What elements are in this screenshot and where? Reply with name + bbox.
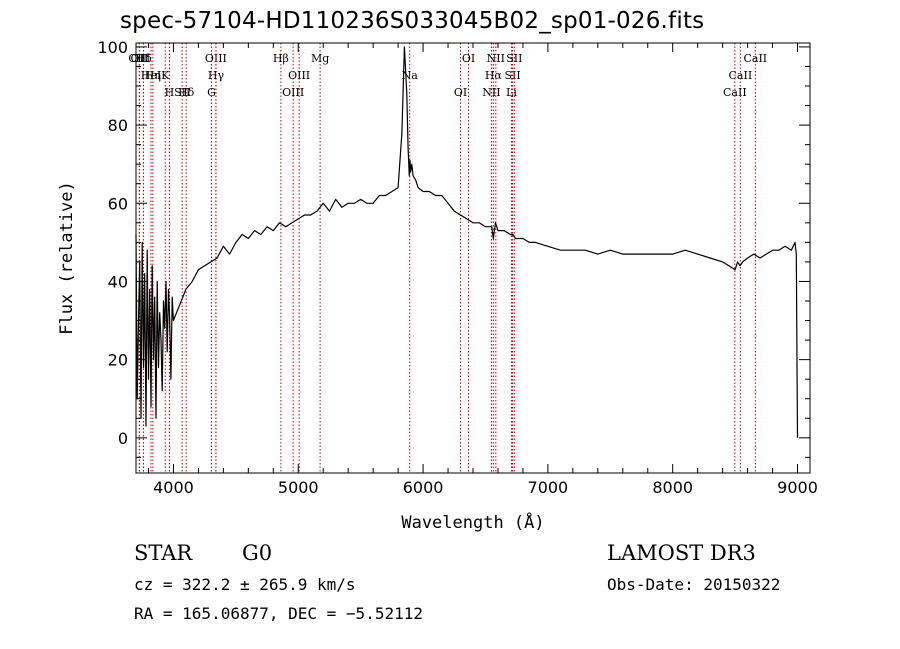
redshift-velocity: cz = 322.2 ± 265.9 km/s — [134, 575, 356, 594]
line-label-4: Hγ — [208, 69, 225, 82]
object-class: STAR — [134, 541, 193, 565]
line-label-13: OIII — [288, 69, 310, 82]
line-label-9: OIII — [128, 52, 150, 65]
line-label-23: Li — [506, 86, 517, 99]
line-label-15: Mg — [311, 52, 329, 65]
line-label-12: Hβ — [273, 52, 289, 65]
line-markers: HδKHδOIIIHγGOIIHeISIIOIIIHηHHβOIIIOIIIMg… — [128, 43, 767, 473]
line-label-8: SII — [174, 86, 190, 99]
y-axis-label: Flux (relative) — [57, 181, 77, 335]
line-label-10: Hη — [145, 69, 161, 82]
x-tick-label: 6000 — [403, 478, 444, 497]
line-label-21: NII — [487, 52, 505, 65]
x-axis-label: Wavelength (Å) — [401, 511, 544, 533]
line-label-19: Hα — [485, 69, 503, 82]
survey-name: LAMOST DR3 — [607, 541, 756, 565]
spectral-subclass: G0 — [242, 541, 273, 565]
x-tick-label: 9000 — [777, 478, 818, 497]
coordinates: RA = 165.06877, DEC = −5.52112 — [134, 604, 423, 623]
y-tick-label: 100 — [97, 38, 128, 57]
spectrum-series — [135, 46, 799, 438]
y-tick-label: 80 — [108, 116, 128, 135]
y-tick-label: 40 — [108, 272, 128, 291]
y-tick-label: 0 — [118, 429, 128, 448]
axis-ticks: 4000 5000 6000 7000 8000 9000 0 20 40 60 80 100 — [97, 38, 817, 497]
line-label-27: CaII — [743, 52, 767, 65]
line-label-14: OIII — [282, 86, 304, 99]
y-tick-label: 20 — [108, 351, 128, 370]
line-label-11: H — [165, 86, 175, 99]
line-label-17: OI — [454, 86, 467, 99]
line-label-1: K — [161, 69, 170, 82]
y-tick-label: 60 — [108, 194, 128, 213]
line-label-18: OI — [462, 52, 475, 65]
line-label-26: CaII — [723, 86, 747, 99]
line-label-5: G — [207, 86, 216, 99]
x-tick-label: 8000 — [652, 478, 693, 497]
line-label-20: NII — [482, 86, 500, 99]
spectrum-line — [135, 46, 799, 438]
line-label-7: HeI — [141, 69, 161, 82]
x-tick-label: 7000 — [528, 478, 569, 497]
x-tick-label: 5000 — [278, 478, 319, 497]
observation-date: Obs-Date: 20150322 — [607, 575, 781, 594]
x-tick-label: 4000 — [153, 478, 194, 497]
line-label-24: SII — [506, 52, 522, 65]
line-label-25: CaII — [729, 69, 753, 82]
chart-title: spec-57104-HD110236S033045B02_sp01-026.f… — [120, 8, 705, 34]
line-label-22: SII — [504, 69, 520, 82]
